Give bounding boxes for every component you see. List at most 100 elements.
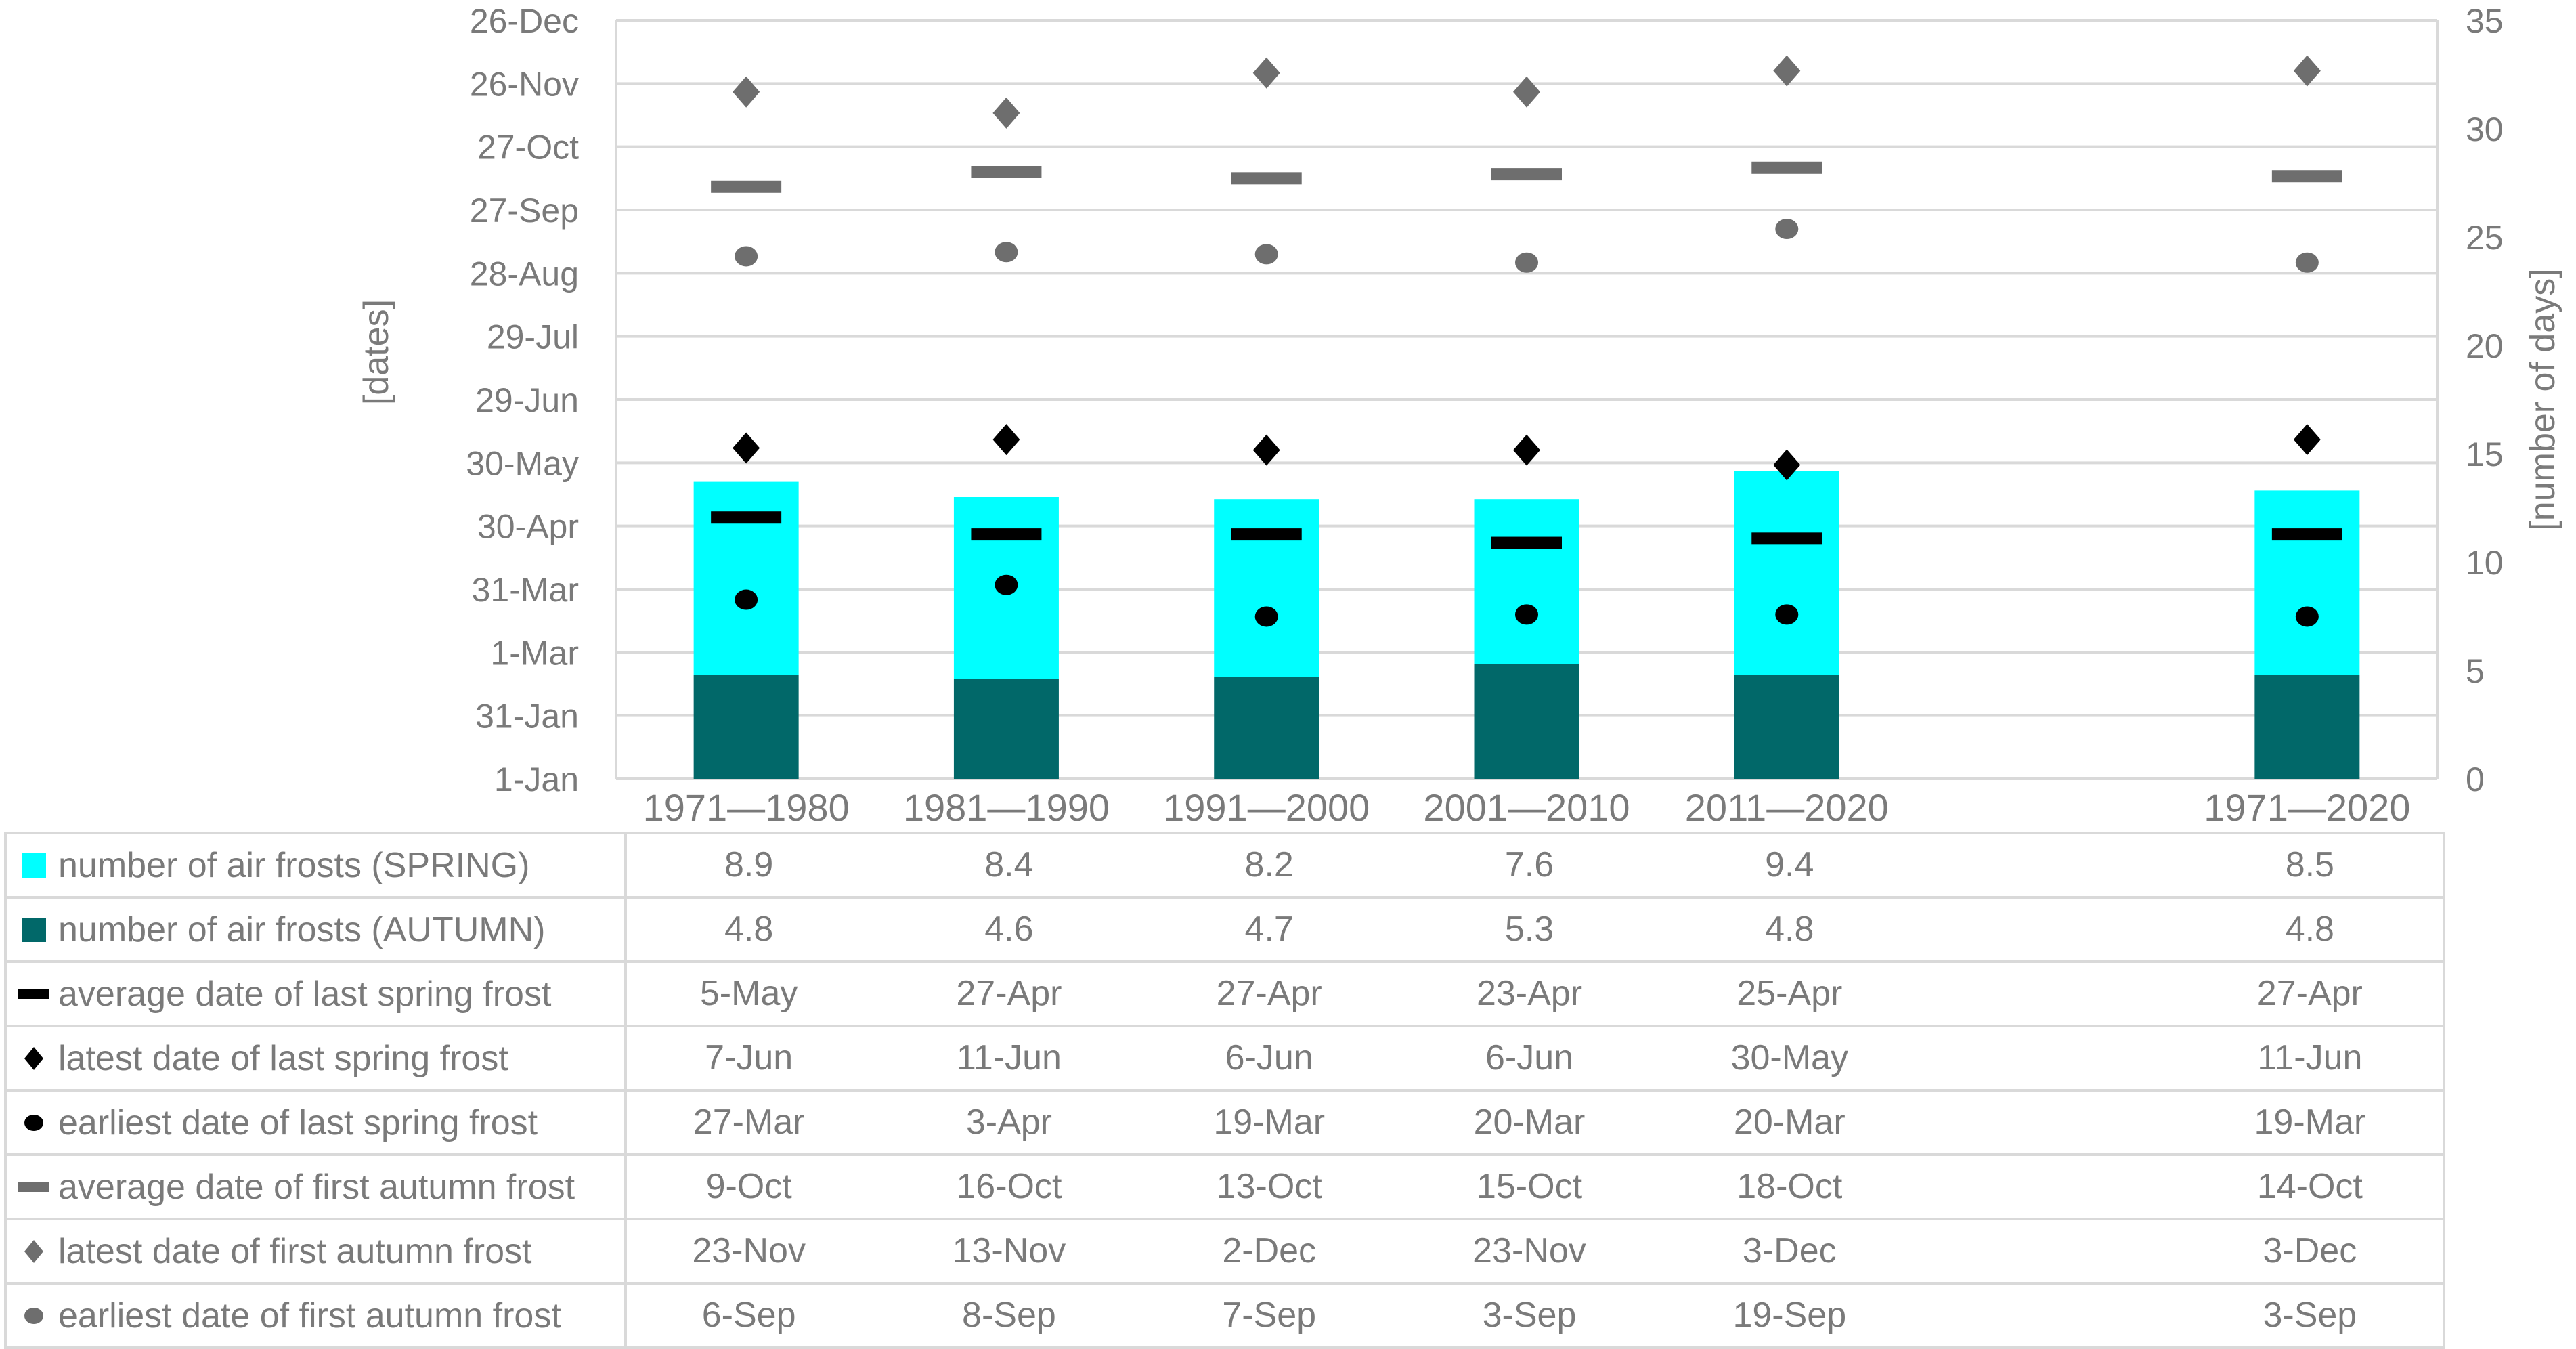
frost-data-table: number of air frosts (SPRING) 8.9 8.4 8.2 7.…	[4, 832, 2445, 1349]
marker-circle-black	[2295, 606, 2319, 627]
value-cell: 16-Oct	[956, 1167, 1062, 1206]
marker-diamond-black	[733, 432, 760, 464]
dates-axis-title: [dates]	[357, 299, 396, 406]
category-axis-label: 1981—1990	[903, 786, 1110, 829]
table-row: number of air frosts (AUTUMN) 4.8 4.6 4.7 5.…	[7, 896, 2443, 960]
marker-dash-gray	[971, 166, 1042, 178]
legend-cell: number of air frosts (AUTUMN)	[7, 899, 627, 960]
value-cell: 23-Nov	[1472, 1231, 1586, 1270]
value-cell: 27-Mar	[693, 1102, 805, 1142]
marker-circle-gray	[995, 242, 1018, 263]
count-axis-tick-label: 5	[2466, 652, 2485, 690]
legend-label: latest date of first autumn frost	[58, 1231, 532, 1271]
marker-diamond-black	[992, 424, 1020, 456]
table-row: latest date of last spring frost 7-Jun 11-…	[7, 1025, 2443, 1089]
legend-cell: average date of first autumn frost	[7, 1156, 627, 1218]
marker-dash-gray	[1231, 172, 1302, 185]
value-cell: 8-Sep	[962, 1296, 1056, 1335]
category-axis-label: 1991—2000	[1163, 786, 1370, 829]
value-cell: 27-Apr	[956, 974, 1062, 1013]
cyan-square-icon	[22, 853, 46, 878]
legend-cell: earliest date of first autumn frost	[7, 1285, 627, 1346]
value-cell: 25-Apr	[1737, 974, 1843, 1013]
gray-dash-icon	[18, 1182, 49, 1192]
date-axis-tick-label: 29-Jun	[475, 381, 579, 419]
value-cell: 13-Oct	[1216, 1167, 1322, 1206]
value-cell: 15-Oct	[1476, 1167, 1583, 1206]
black-dash-icon	[18, 989, 49, 999]
value-cell: 11-Jun	[956, 1038, 1062, 1077]
date-axis-tick-label: 27-Oct	[477, 129, 579, 167]
bar-autumn-frosts	[2254, 674, 2360, 779]
marker-dash-gray	[1751, 161, 1822, 174]
marker-dash-gray	[1491, 168, 1562, 181]
value-cell: 4.7	[1244, 909, 1294, 949]
value-cell: 5.3	[1504, 909, 1554, 949]
marker-diamond-gray	[1513, 76, 1540, 108]
value-cell: 27-Apr	[2256, 974, 2363, 1013]
legend-cell: average date of last spring frost	[7, 963, 627, 1025]
gray-circle-icon	[24, 1307, 43, 1324]
marker-dash-gray	[711, 180, 782, 193]
marker-diamond-black	[1513, 434, 1540, 466]
value-cell: 5-May	[699, 974, 798, 1013]
legend-label: earliest date of first autumn frost	[58, 1296, 561, 1335]
marker-diamond-gray	[733, 76, 760, 108]
marker-circle-gray	[1254, 244, 1278, 265]
value-cell: 7-Jun	[705, 1038, 793, 1077]
marker-dash-black	[1751, 532, 1822, 545]
black-circle-icon	[24, 1114, 43, 1131]
marker-diamond-black	[1252, 434, 1280, 466]
date-axis-tick-label: 30-Apr	[477, 508, 579, 546]
count-axis-tick-label: 25	[2466, 219, 2504, 257]
bar-spring-frosts	[2254, 490, 2360, 675]
date-axis-tick-label: 26-Nov	[470, 65, 579, 103]
category-axis-label: 2001—2010	[1423, 786, 1630, 829]
value-cell: 9-Oct	[705, 1167, 792, 1206]
legend-cell: number of air frosts (SPRING)	[7, 834, 627, 896]
value-cell: 13-Nov	[952, 1231, 1066, 1270]
legend-label: average date of last spring frost	[58, 974, 552, 1014]
value-cell: 19-Mar	[2254, 1102, 2366, 1142]
value-cell: 19-Mar	[1213, 1102, 1326, 1142]
bar-autumn-frosts	[953, 679, 1059, 779]
marker-diamond-gray	[1773, 55, 1801, 87]
value-cell: 6-Jun	[1225, 1038, 1313, 1077]
bar-spring-frosts	[1474, 499, 1579, 664]
date-axis-tick-label: 28-Aug	[470, 255, 579, 293]
value-cell: 8.5	[2285, 845, 2334, 884]
value-cell: 4.6	[984, 909, 1034, 949]
marker-dash-black	[971, 528, 1042, 541]
bar-spring-frosts	[1734, 471, 1839, 675]
marker-circle-black	[735, 589, 758, 610]
marker-diamond-gray	[1252, 57, 1280, 89]
bar-autumn-frosts	[1474, 664, 1579, 779]
marker-circle-black	[1254, 606, 1278, 627]
value-cell: 7.6	[1504, 845, 1554, 884]
value-cell: 3-Dec	[1742, 1231, 1837, 1270]
value-cell: 3-Dec	[2263, 1231, 2357, 1270]
date-axis-tick-label: 31-Jan	[475, 698, 579, 735]
value-cell: 23-Nov	[692, 1231, 806, 1270]
category-axis-label: 2011—2020	[1685, 786, 1889, 829]
marker-dash-black	[711, 511, 782, 524]
legend-cell: latest date of last spring frost	[7, 1027, 627, 1089]
marker-diamond-gray	[2293, 55, 2321, 87]
marker-dash-black	[2271, 528, 2342, 541]
bar-autumn-frosts	[1214, 677, 1319, 779]
value-cell: 8.4	[984, 845, 1034, 884]
marker-circle-gray	[2295, 252, 2319, 273]
legend-label: latest date of last spring frost	[58, 1038, 508, 1078]
value-cell: 9.4	[1765, 845, 1814, 884]
value-cell: 18-Oct	[1737, 1167, 1843, 1206]
count-axis-tick-label: 20	[2466, 327, 2504, 365]
marker-circle-black	[995, 574, 1018, 595]
date-axis-tick-label: 29-Jul	[487, 318, 579, 356]
value-cell: 11-Jun	[2257, 1038, 2363, 1077]
value-cell: 30-May	[1730, 1038, 1848, 1077]
marker-circle-gray	[735, 246, 758, 267]
value-cell: 3-Sep	[2263, 1296, 2357, 1335]
value-cell: 4.8	[724, 909, 774, 949]
marker-diamond-black	[1773, 449, 1801, 481]
bar-autumn-frosts	[693, 674, 799, 779]
